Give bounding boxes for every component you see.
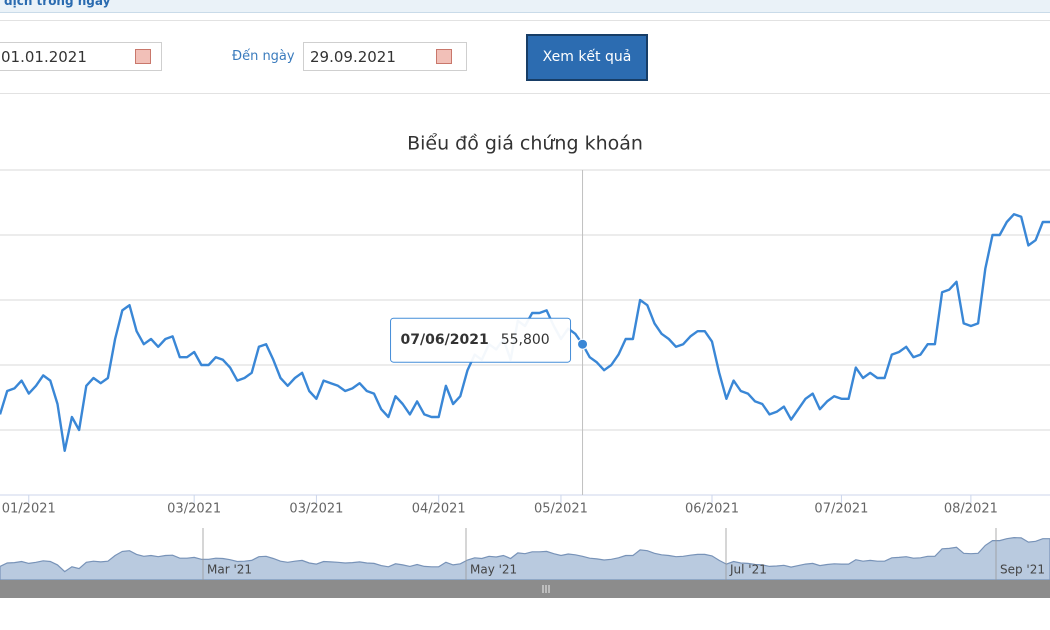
calendar-icon[interactable] [135,49,151,64]
tab-bar: dịch trong ngày [0,0,1050,13]
x-tick-label: 08/2021 [944,502,998,517]
submit-button[interactable]: Xem kết quả [526,34,648,81]
to-date-input[interactable]: 29.09.2021 [303,42,467,71]
tooltip-box [390,317,572,363]
x-tick-label: 03/2021 [167,502,221,517]
navigator-area [0,536,1050,581]
x-tick-label: 06/2021 [685,502,739,517]
calendar-icon[interactable] [436,49,452,64]
navigator-label: May '21 [470,563,517,577]
navigator-label: Jul '21 [729,563,767,577]
navigator-label: Sep '21 [1000,563,1045,577]
tab-title[interactable]: dịch trong ngày [4,0,111,8]
x-tick-label: 03/2021 [289,502,343,517]
tooltip-value: 55,800 [501,332,550,348]
x-tick-label: 05/2021 [534,502,588,517]
scrollbar [0,580,1050,598]
chart: Biểu đồ giá chứng khoán 01/2021 03/2021 03… [0,133,1050,598]
tooltip-text: 07/06/2021 55,800 [401,332,550,348]
x-tick-label: 01/2021 [2,502,56,517]
chart-title: Biểu đồ giá chứng khoán [407,133,643,155]
hover-point [577,338,589,350]
from-date: 01.01.2021 [1,48,87,66]
to-label: Đến ngày [232,49,295,64]
to-date: 29.09.2021 [310,48,396,66]
x-tick-label: 04/2021 [412,502,466,517]
x-tick-label: 07/2021 [814,502,868,517]
from-date-input[interactable]: 01.01.2021 [0,42,162,71]
date-form: 01.01.2021 Đến ngày 29.09.2021 Xem kết q… [0,20,1050,94]
tooltip-date: 07/06/2021 [401,332,489,348]
navigator-label: Mar '21 [207,563,252,577]
